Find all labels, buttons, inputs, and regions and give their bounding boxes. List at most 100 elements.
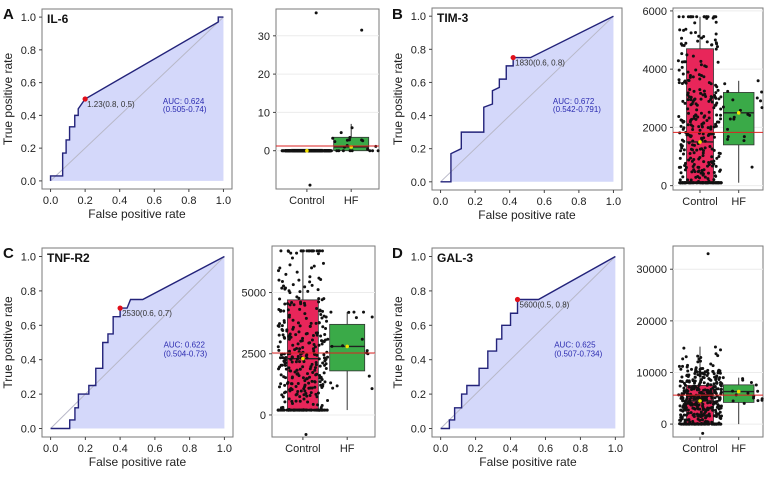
data-point (686, 363, 690, 367)
data-point (331, 386, 335, 390)
data-point (366, 147, 370, 151)
data-point (732, 115, 736, 119)
data-point (685, 374, 689, 378)
data-point (686, 123, 690, 127)
x-tick-label: 1.0 (216, 195, 231, 207)
data-point (305, 331, 309, 335)
data-point (331, 136, 335, 140)
data-point (692, 157, 696, 161)
data-point (726, 89, 730, 93)
data-point (278, 340, 282, 344)
data-point (304, 354, 308, 358)
data-point (679, 414, 683, 418)
data-point (308, 275, 312, 279)
data-point (686, 98, 690, 102)
data-point (308, 375, 312, 379)
data-point (298, 360, 302, 364)
data-point (705, 40, 709, 44)
data-point (696, 360, 700, 364)
data-point (320, 377, 324, 381)
data-point (700, 392, 704, 396)
data-point (284, 272, 288, 276)
data-point (690, 170, 694, 174)
data-point (329, 381, 333, 385)
data-point (307, 381, 311, 385)
data-point (719, 117, 723, 121)
y-tick-label: 4000 (643, 64, 667, 76)
panel-b: B 0.0 0.2 0.4 0.6 0.8 1.0 0.0 0.2 0.4 0.6 0.8 1.0 Fal… (391, 6, 764, 222)
data-point (698, 359, 702, 363)
data-point (687, 158, 691, 162)
x-tick-label: 0.6 (537, 196, 552, 208)
data-point (706, 389, 710, 393)
data-point (686, 411, 690, 415)
data-point (322, 371, 326, 375)
data-point (305, 394, 309, 398)
data-point (692, 143, 696, 147)
data-point (704, 95, 708, 99)
data-point (717, 97, 721, 101)
data-point (376, 149, 380, 153)
data-point (321, 325, 325, 329)
x-tick-label: 0.4 (112, 195, 127, 207)
data-point (303, 379, 307, 383)
data-point (283, 400, 287, 404)
data-point (677, 78, 681, 82)
data-point (700, 73, 704, 77)
data-point (310, 362, 314, 366)
data-point (350, 126, 354, 130)
data-point (361, 139, 365, 143)
data-point (294, 399, 298, 403)
y-tick-label: 0.6 (411, 77, 426, 89)
data-point (294, 384, 298, 388)
data-point (707, 377, 711, 381)
data-point (750, 165, 754, 169)
data-point (279, 309, 283, 313)
data-point (298, 324, 302, 328)
data-point (714, 83, 718, 87)
data-point (278, 266, 282, 270)
data-point (317, 300, 321, 304)
data-point (682, 403, 686, 407)
data-point (689, 98, 693, 102)
data-point (682, 60, 686, 64)
data-point (283, 302, 287, 306)
data-point (347, 138, 351, 142)
data-point (714, 352, 718, 356)
data-point (710, 155, 714, 159)
data-point (701, 405, 705, 409)
data-point (697, 357, 701, 361)
data-point (709, 132, 713, 136)
data-point (324, 327, 328, 331)
data-point (718, 422, 722, 426)
panel-title: TNF-R2 (47, 251, 90, 265)
data-point (689, 156, 693, 160)
data-point (324, 362, 328, 366)
data-point (699, 63, 703, 67)
data-point (323, 359, 327, 363)
data-point (681, 364, 685, 368)
data-point (700, 147, 704, 151)
data-point (365, 349, 369, 353)
data-point (328, 149, 332, 153)
data-point (692, 397, 696, 401)
data-point (700, 171, 704, 175)
y-tick-label: 0.0 (21, 423, 36, 435)
data-point (335, 149, 339, 153)
data-point (756, 389, 760, 393)
panel-c: C 0.0 0.2 0.4 0.6 0.8 1.0 0.0 0.2 0.4 0.6 0.8 1.0 Fal… (1, 245, 376, 469)
data-point (291, 283, 295, 287)
data-point (686, 178, 690, 182)
data-point (689, 411, 693, 415)
data-point (702, 388, 706, 392)
auc-label: AUC: 0.625 (554, 341, 596, 350)
data-point (711, 181, 715, 185)
data-point (702, 15, 706, 19)
data-point (283, 287, 287, 291)
data-point (286, 149, 290, 153)
x-tick-label: HF (731, 443, 746, 455)
data-point (698, 128, 702, 132)
data-point (280, 328, 284, 332)
data-point (300, 408, 304, 412)
roc-diagonal (440, 15, 614, 183)
